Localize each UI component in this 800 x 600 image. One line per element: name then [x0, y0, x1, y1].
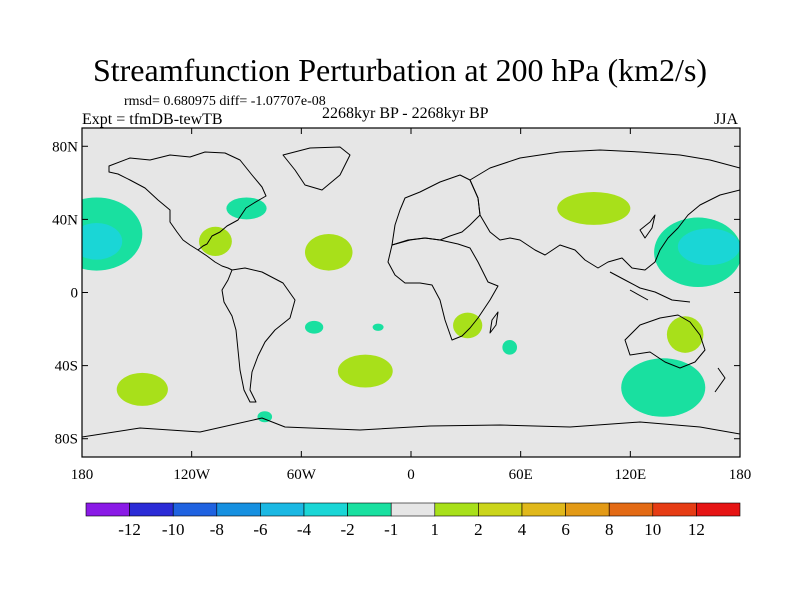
colorbar-swatch: [303, 502, 348, 517]
anomaly-12: [621, 358, 706, 417]
colorbar-label: -10: [162, 520, 185, 539]
coast-asia: [469, 149, 740, 271]
coast-africa: [387, 237, 499, 341]
anomaly-5: [557, 191, 631, 225]
anomaly-layer: [82, 191, 740, 423]
anomaly-13: [304, 320, 324, 334]
anomaly-11: [116, 372, 168, 406]
anomaly-16: [257, 411, 273, 423]
colorbar-swatch: [652, 502, 697, 517]
anomaly-4: [304, 234, 353, 271]
x-axis: 180 120W 60W 0 60E 120E 180: [71, 128, 752, 483]
colorbar-label: 6: [561, 520, 570, 539]
colorbar-label: 1: [431, 520, 440, 539]
coast-south-america: [221, 267, 296, 403]
colorbar-swatch: [565, 502, 610, 517]
x-tick-label: 180: [71, 467, 94, 483]
y-tick-label: 80S: [55, 432, 78, 448]
colorbar-label: -4: [297, 520, 312, 539]
colorbar-label: 2: [474, 520, 483, 539]
colorbar-swatch: [434, 502, 479, 517]
season-label: JJA: [714, 111, 739, 128]
colorbar-label: 8: [605, 520, 614, 539]
anomaly-15: [502, 340, 518, 355]
anomaly-7: [677, 228, 740, 266]
coast-antarctica: [82, 417, 740, 438]
anomaly-8: [453, 312, 483, 339]
coast-new-zealand: [714, 367, 726, 393]
y-axis: 80N 40N 0 40S 80S: [52, 139, 740, 448]
colorbar-swatch: [478, 502, 523, 517]
coast-australia: [624, 314, 706, 369]
colorbar-label: 12: [688, 520, 705, 539]
x-tick-label: 0: [407, 467, 415, 483]
colorbar-swatch: [260, 502, 305, 517]
colorbar-swatch: [608, 502, 654, 517]
coast-madagascar: [489, 311, 499, 334]
coastlines: [82, 146, 740, 438]
colorbar-swatch: [390, 502, 436, 517]
colorbar-swatch: [696, 502, 741, 517]
x-tick-label: 120E: [614, 467, 646, 483]
stats-label: rmsd= 0.680975 diff= -1.07707e-08: [124, 94, 326, 109]
anomaly-1: [82, 223, 123, 260]
coast-southeast-asia: [609, 271, 691, 303]
x-tick-label: 60E: [509, 467, 533, 483]
x-tick-label: 60W: [287, 467, 317, 483]
x-tick-label: 120W: [173, 467, 211, 483]
anomaly-10: [337, 354, 393, 388]
colorbar-swatch: [521, 502, 566, 517]
anomaly-14: [372, 323, 384, 331]
colorbar-swatch: [129, 502, 174, 517]
experiment-label: Expt = tfmDB-tewTB: [82, 111, 223, 128]
colorbar-label: 4: [518, 520, 527, 539]
period-label: 2268kyr BP - 2268kyr BP: [322, 105, 489, 122]
anomaly-3: [198, 226, 232, 256]
colorbar-label: -8: [210, 520, 224, 539]
y-tick-label: 40S: [55, 359, 78, 375]
chart-title: Streamfunction Perturbation at 200 hPa (…: [92, 52, 708, 88]
y-tick-label: 0: [71, 286, 79, 302]
colorbar-swatch: [347, 502, 392, 517]
coast-greenland: [282, 146, 351, 191]
anomaly-9: [666, 316, 704, 353]
colorbar: -12 -10 -8 -6 -4 -2 -1 1 2 4 6 8 10 12: [85, 502, 741, 539]
y-tick-label: 40N: [52, 212, 78, 228]
colorbar-swatch: [85, 502, 130, 517]
anomaly-2: [226, 197, 267, 220]
colorbar-label: -2: [341, 520, 355, 539]
colorbar-label: 10: [644, 520, 661, 539]
coast-japan: [639, 214, 656, 239]
colorbar-label: -12: [118, 520, 141, 539]
colorbar-label: -6: [253, 520, 267, 539]
coast-central-america: [197, 249, 233, 271]
y-tick-label: 80N: [52, 139, 78, 155]
colorbar-label: -1: [384, 520, 398, 539]
colorbar-swatch: [172, 502, 218, 517]
coast-north-america: [108, 151, 267, 251]
x-tick-label: 180: [729, 467, 752, 483]
colorbar-swatch: [216, 502, 261, 517]
